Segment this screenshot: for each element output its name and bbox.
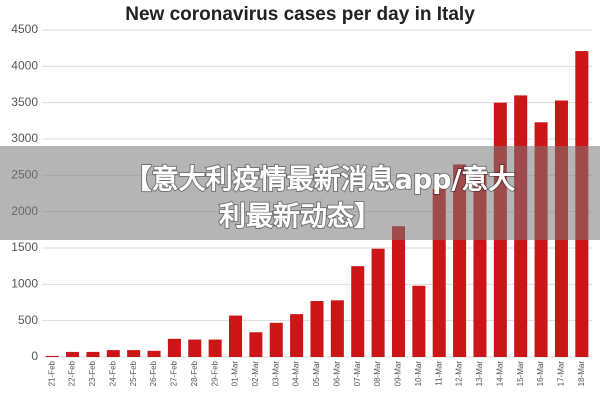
y-tick-label: 1500 (11, 240, 38, 254)
y-tick-label: 4500 (11, 22, 38, 36)
x-tick-label: 08-Mar (373, 361, 382, 387)
bar (351, 266, 365, 357)
x-tick-label: 07-Mar (353, 361, 362, 387)
y-tick-label: 4000 (11, 59, 38, 73)
x-tick-label: 25-Feb (129, 360, 138, 386)
bar (310, 301, 324, 357)
bar (106, 350, 120, 357)
x-tick-label: 14-Mar (495, 361, 504, 387)
bar (229, 315, 243, 357)
bar (330, 300, 344, 357)
x-tick-label: 10-Mar (414, 361, 423, 387)
x-tick-label: 29-Feb (210, 360, 219, 386)
x-tick-label: 18-Mar (577, 361, 586, 387)
bar (249, 332, 263, 357)
x-tick-label: 15-Mar (516, 361, 525, 387)
chart-title: New coronavirus cases per day in Italy (125, 4, 475, 25)
x-tick-label: 12-Mar (455, 361, 464, 387)
bar (188, 339, 202, 357)
x-tick-label: 21-Feb (47, 360, 56, 386)
y-tick-label: 3000 (11, 131, 38, 145)
x-tick-label: 04-Mar (292, 361, 301, 387)
x-tick-label: 13-Mar (475, 361, 484, 387)
y-tick-label: 3500 (11, 95, 38, 109)
x-tick-label: 02-Mar (251, 361, 260, 387)
y-tick-label: 1000 (11, 277, 38, 291)
bar (167, 338, 181, 357)
y-tick-label: 500 (18, 313, 38, 327)
bar (412, 285, 426, 357)
x-tick-label: 03-Mar (271, 361, 280, 387)
y-tick-label: 0 (31, 349, 38, 363)
bar (147, 350, 161, 357)
x-tick-label: 26-Feb (149, 360, 158, 386)
x-tick-label: 23-Feb (88, 360, 97, 386)
bar (269, 322, 283, 357)
bar (66, 351, 80, 357)
x-tick-label: 22-Feb (68, 360, 77, 386)
bar (45, 355, 59, 357)
banner-text: 【意大利疫情最新消息app/意大 (125, 164, 516, 196)
x-tick-label: 05-Mar (312, 361, 321, 387)
banner-band (0, 146, 600, 240)
bar (86, 351, 100, 357)
bar (290, 314, 304, 357)
x-tick-label: 27-Feb (170, 360, 179, 386)
x-tick-label: 16-Mar (536, 361, 545, 387)
x-tick-label: 24-Feb (108, 360, 117, 386)
x-tick-label: 28-Feb (190, 360, 199, 386)
x-tick-label: 09-Mar (394, 361, 403, 387)
x-tick-label: 01-Mar (231, 361, 240, 387)
x-tick-label: 06-Mar (332, 361, 341, 387)
x-tick-label: 17-Mar (557, 361, 566, 387)
bar (208, 339, 222, 357)
bar (391, 226, 405, 357)
bar (127, 350, 141, 357)
x-tick-label: 11-Mar (434, 361, 443, 386)
bar (371, 248, 385, 357)
banner-text: 利最新动态】 (219, 201, 381, 233)
